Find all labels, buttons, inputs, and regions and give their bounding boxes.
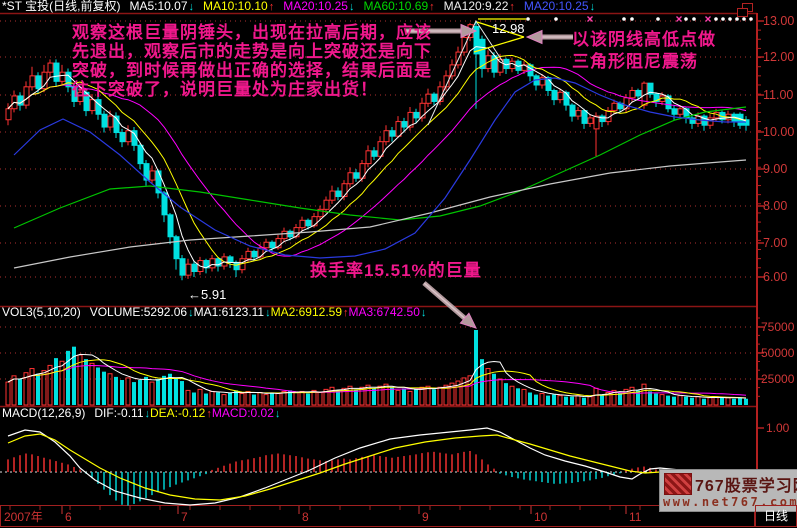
indicator-label: VOLUME:5292.06↓ <box>89 305 194 320</box>
indicator-label: MA5:10.07↓ <box>129 0 194 13</box>
svg-text:11.00: 11.00 <box>763 88 793 102</box>
ma-indicators: MA5:10.07↓ MA10:10.10↑ MA20:10.25↓ MA60:10.… <box>129 0 604 13</box>
volume-ma-lines <box>7 353 747 399</box>
period-label[interactable]: 日线 <box>755 505 797 527</box>
indicator-label: MA120:9.22↑ <box>443 0 515 13</box>
indicator-label: MA2:6912.59↑ <box>270 305 349 320</box>
trend-down-icon: ↓ <box>144 408 151 420</box>
trend-up-icon: ↑ <box>509 1 515 13</box>
svg-text:9: 9 <box>422 510 429 524</box>
svg-text:6.00: 6.00 <box>763 270 787 284</box>
watermark-logo-icon <box>664 473 692 495</box>
annotation-arrows <box>406 23 573 329</box>
candlestick-series <box>5 21 750 281</box>
trend-up-icon: ↑ <box>268 1 275 13</box>
trend-down-icon: ↓ <box>348 1 355 13</box>
indicator-label: MA3:6742.50↓ <box>348 305 427 320</box>
indicator-label: MACD:0.02↓ <box>211 406 281 421</box>
restore-window-icon[interactable] <box>737 3 757 17</box>
trend-down-icon: ↓ <box>420 307 427 319</box>
svg-text:11: 11 <box>629 510 642 524</box>
volume-bars <box>5 330 748 406</box>
price-axis: 13.00 12.00 11.00 10.00 9.00 8.00 7.00 6.00 7500… <box>756 13 795 505</box>
trend-down-icon: ↓ <box>589 1 596 13</box>
svg-text:75000: 75000 <box>761 320 795 334</box>
signal-dots <box>526 16 753 22</box>
svg-text:2007年: 2007年 <box>4 510 43 524</box>
trend-up-icon: ↑ <box>343 307 349 319</box>
indicator-label: MA1:6123.11↓ <box>193 305 271 320</box>
trend-down-icon: ↓ <box>274 408 281 420</box>
macd-lines <box>7 427 752 506</box>
indicator-label: MA10:10.10↑ <box>203 0 275 13</box>
chart-header: *ST 宝投(日线,前复权) MA5:10.07↓ MA10:10.10↑ MA20:… <box>2 0 613 13</box>
watermark-site-name: 767股票学习网 <box>695 478 797 495</box>
svg-text:12.00: 12.00 <box>763 50 794 64</box>
macd-indicator-name: MACD(12,26,9) <box>2 406 86 420</box>
svg-text:9.00: 9.00 <box>763 162 787 176</box>
volume-header: VOL3(5,10,20) VOLUME:5292.06↓MA1:6123.11↓… <box>2 306 426 320</box>
svg-text:10.00: 10.00 <box>763 125 794 139</box>
svg-text:7: 7 <box>181 510 188 524</box>
svg-text:25000: 25000 <box>761 372 795 386</box>
macd-indicators: DIF:-0.11↓DEA:-0.12↑MACD:0.02↓ <box>94 406 281 421</box>
svg-text:50000: 50000 <box>761 346 795 360</box>
svg-text:8.00: 8.00 <box>763 199 787 213</box>
trend-down-icon: ↓ <box>188 1 195 13</box>
macd-histogram <box>7 451 747 506</box>
watermark: 767股票学习网 www.net767.com <box>659 469 797 512</box>
timeline: 2007年 6 7 8 9 10 11 <box>0 505 755 527</box>
volume-indicator-name: VOL3(5,10,20) <box>2 305 81 319</box>
indicator-label: DIF:-0.11↓ <box>94 406 151 421</box>
trend-down-icon: ↓ <box>265 307 271 319</box>
volume-indicators: VOLUME:5292.06↓MA1:6123.11↓MA2:6912.59↑M… <box>89 305 427 320</box>
svg-text:7.00: 7.00 <box>763 236 787 250</box>
macd-header: MACD(12,26,9) DIF:-0.11↓DEA:-0.12↑MACD:0.… <box>2 407 280 421</box>
svg-text:6: 6 <box>65 510 72 524</box>
svg-text:1.00: 1.00 <box>766 421 790 435</box>
trend-up-icon: ↑ <box>206 408 212 420</box>
indicator-label: DEA:-0.12↑ <box>150 406 212 421</box>
price-ma-lines <box>7 46 747 269</box>
stock-title: *ST 宝投(日线,前复权) <box>2 0 121 13</box>
svg-text:13.00: 13.00 <box>763 14 794 28</box>
svg-text:8: 8 <box>302 510 309 524</box>
trend-up-icon: ↑ <box>429 1 435 13</box>
drawing-overlays <box>427 18 526 126</box>
indicator-label: MA20:10.25↓ <box>523 0 596 13</box>
indicator-label: MA60:10.69↑ <box>363 0 435 13</box>
trend-down-icon: ↓ <box>188 307 194 319</box>
svg-text:10: 10 <box>534 510 548 524</box>
indicator-label: MA20:10.25↓ <box>283 0 355 13</box>
